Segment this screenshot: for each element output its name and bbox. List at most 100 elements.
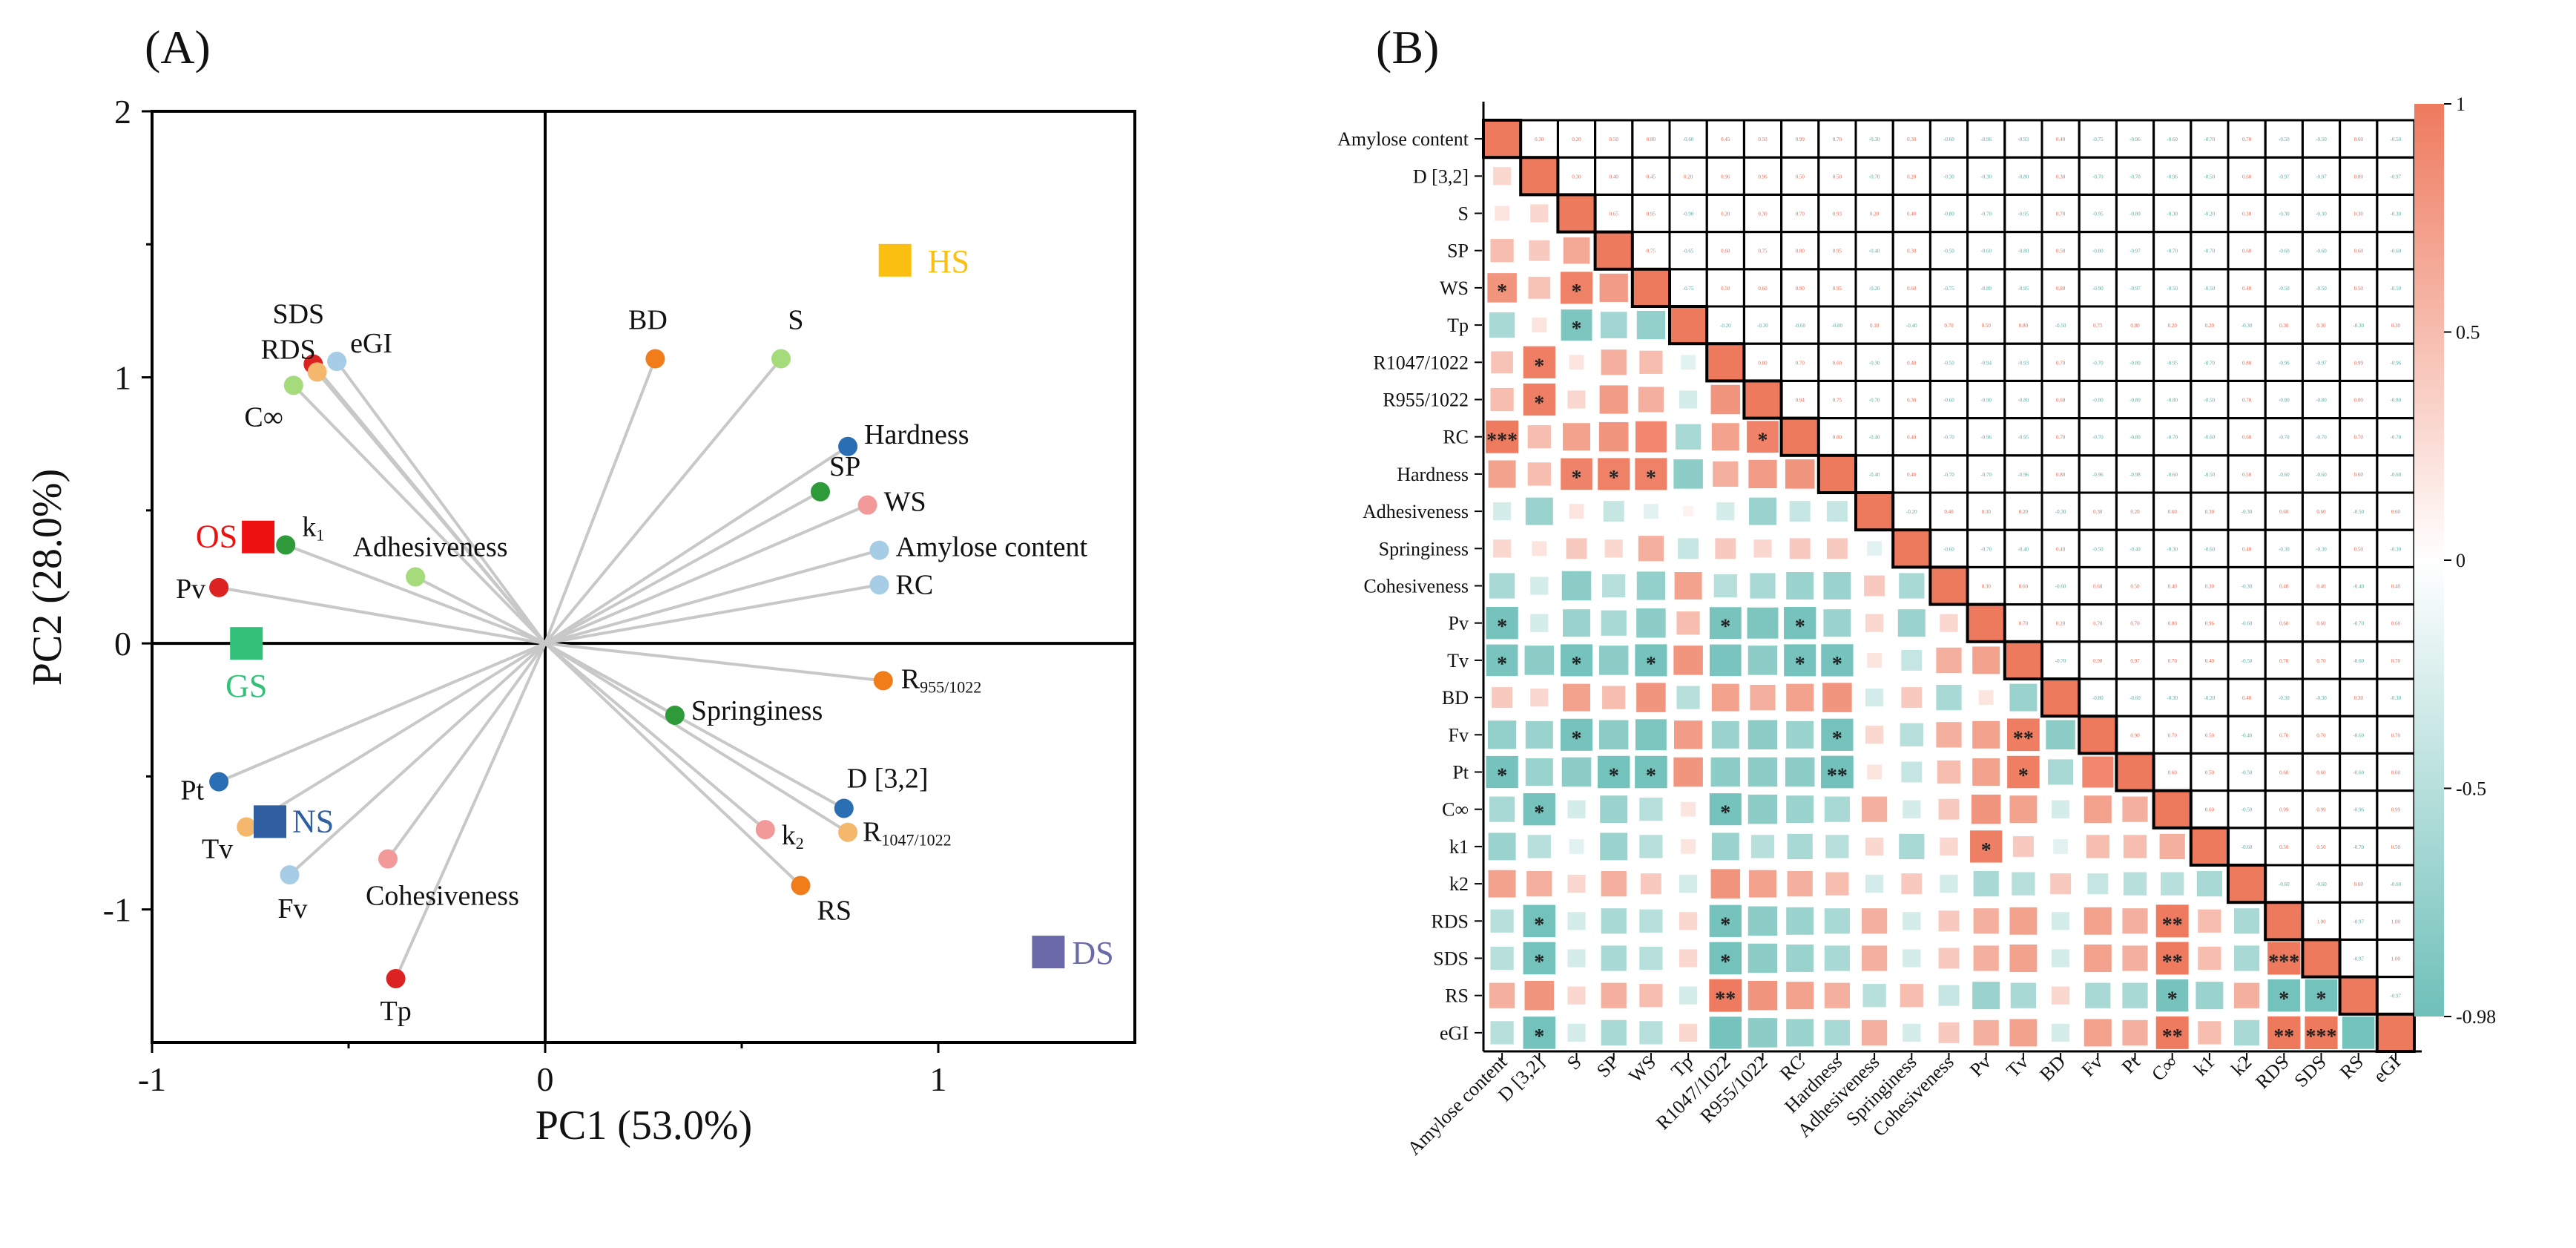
heatmap-cell — [1711, 720, 1739, 749]
heatmap-value-label: -0.95 — [2018, 286, 2029, 292]
heatmap-cell — [2047, 759, 2074, 785]
loading-line-rs — [544, 642, 802, 887]
significance-mark: * — [1832, 653, 1842, 676]
heatmap-cell — [1903, 1023, 1921, 1042]
heatmap-value-label: -0.60 — [1980, 249, 1992, 254]
heatmap-cell — [1681, 801, 1696, 817]
heatmap-cell — [1821, 644, 1854, 677]
heatmap-value-label: 0.30 — [1535, 137, 1544, 142]
pca-y-tick-label: -1 — [103, 891, 131, 929]
heatmap-cell — [2083, 945, 2112, 972]
heatmap-cell — [2198, 909, 2221, 933]
heatmap-cell — [1867, 653, 1882, 668]
heatmap-col-label-sds: SDS — [2290, 1051, 2330, 1091]
heatmap-value-label: -0.70 — [1980, 211, 1992, 217]
heatmap-cell — [1937, 760, 1961, 784]
heatmap-value-label: -0.93 — [2018, 360, 2029, 366]
group-label-os: OS — [196, 519, 237, 555]
heatmap-value-label: -0.60 — [2279, 249, 2290, 254]
heatmap-cell — [1867, 764, 1882, 780]
heatmap-diagonal-border — [1928, 565, 1969, 606]
heatmap-diagonal-border — [1705, 342, 1746, 383]
heatmap-value-label: 0.30 — [2316, 323, 2326, 329]
heatmap-cell — [2196, 870, 2223, 897]
heatmap-value-label: -0.50 — [2092, 546, 2104, 552]
heatmap-row-label-k1: k1 — [1449, 836, 1469, 858]
heatmap-cell — [1709, 607, 1742, 640]
heatmap-cell — [1644, 504, 1658, 519]
significance-mark: * — [1609, 765, 1619, 788]
heatmap-value-label: -0.50 — [2391, 137, 2402, 142]
heatmap-cell — [1679, 912, 1698, 930]
heatmap-value-label: 0.75 — [1647, 249, 1656, 254]
heatmap-value-label: -0.30 — [2391, 546, 2402, 552]
heatmap-value-label: -0.30 — [1869, 137, 1880, 142]
heatmap-row-label-hardness: Hardness — [1397, 464, 1469, 485]
heatmap-value-label: 0.50 — [2242, 472, 2252, 478]
heatmap-value-label: 0.60 — [2391, 509, 2401, 515]
heatmap-value-label: 0.60 — [2354, 881, 2364, 887]
heatmap-value-label: 0.50 — [2316, 844, 2326, 850]
significance-mark: * — [1720, 913, 1730, 936]
variable-point-adhesiveness — [406, 567, 426, 587]
heatmap-cell — [1526, 870, 1552, 897]
variable-point-cohesiveness — [378, 849, 398, 869]
group-marker-ns — [254, 805, 286, 838]
heatmap-value-label: -0.60 — [2316, 472, 2327, 478]
variable-label-rds: RDS — [261, 334, 316, 365]
heatmap-col-label-bd: BD — [2035, 1051, 2069, 1086]
heatmap-row-label-amylose-content: Amylose content — [1337, 128, 1469, 150]
heatmap-cell — [1523, 1017, 1556, 1049]
loading-line-amylose-content — [544, 548, 880, 646]
heatmap-cell — [1786, 982, 1814, 1010]
heatmap-value-label: 0.80 — [1796, 249, 1805, 254]
heatmap-value-label: -0.20 — [1906, 509, 1917, 515]
heatmap-value-label: -0.70 — [2204, 360, 2216, 366]
variable-point-r1047-1022 — [838, 822, 858, 842]
heatmap-cell — [1747, 607, 1779, 639]
heatmap-cell — [2122, 1019, 2148, 1046]
heatmap-cell — [1673, 757, 1703, 787]
heatmap-cell — [1487, 273, 1517, 303]
heatmap-value-label: 0.95 — [1833, 249, 1842, 254]
heatmap-cell — [1747, 794, 1778, 824]
heatmap-cell — [1560, 644, 1593, 677]
heatmap-cell — [1785, 757, 1815, 787]
heatmap-cell — [1521, 157, 1558, 195]
significance-mark: * — [2316, 988, 2327, 1011]
heatmap-cell — [1487, 720, 1517, 749]
heatmap-cell — [2079, 716, 2117, 754]
heatmap-cell — [1938, 948, 1960, 969]
heatmap-cell — [2009, 795, 2038, 824]
heatmap-cell — [1530, 689, 1549, 707]
variable-label-springiness: Springiness — [691, 695, 823, 726]
heatmap-col-label-fv: Fv — [2078, 1051, 2107, 1081]
heatmap-value-label: -0.70 — [1869, 398, 1880, 404]
heatmap-cell — [1486, 420, 1519, 453]
heatmap-value-label: -0.60 — [2241, 621, 2253, 627]
significance-mark: * — [2018, 765, 2029, 788]
loading-line-adhesiveness — [415, 575, 546, 645]
heatmap-value-label: 0.40 — [2056, 137, 2066, 142]
heatmap-value-label: 0.30 — [1982, 584, 1992, 590]
heatmap-cell — [1750, 684, 1776, 711]
variable-point-sp — [811, 482, 830, 502]
heatmap-row-label-springiness: Springiness — [1379, 538, 1469, 559]
heatmap-cell — [1527, 462, 1551, 486]
heatmap-cell — [1567, 875, 1586, 893]
heatmap-value-label: -0.60 — [2204, 435, 2216, 441]
heatmap-cell — [1865, 614, 1884, 632]
heatmap-cell — [1563, 683, 1590, 712]
heatmap-value-label: -0.80 — [2018, 398, 2029, 404]
heatmap-value-label: 0.40 — [2279, 584, 2289, 590]
heatmap-cell — [1486, 607, 1518, 640]
heatmap-row-label-pt: Pt — [1452, 762, 1469, 784]
heatmap-cell — [1940, 837, 1958, 855]
heatmap-value-label: -0.30 — [2316, 546, 2327, 552]
heatmap-cell — [1747, 943, 1778, 973]
heatmap-value-label: -0.70 — [1943, 472, 1954, 478]
heatmap-value-label: -0.30 — [2055, 509, 2066, 515]
pca-y-axis-label: PC2 (28.0%) — [24, 469, 70, 686]
heatmap-cell — [1525, 497, 1553, 525]
heatmap-value-label: 0.95 — [1647, 211, 1656, 217]
